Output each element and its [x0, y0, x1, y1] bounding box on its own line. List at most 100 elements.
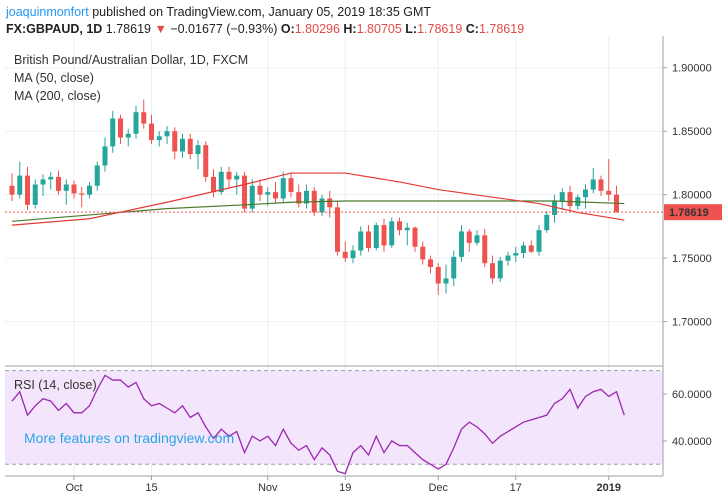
candle[interactable]	[32, 179, 38, 209]
candle[interactable]	[180, 133, 185, 158]
candle[interactable]	[56, 170, 61, 195]
candle-body	[304, 190, 309, 204]
candle[interactable]	[296, 184, 302, 208]
candle[interactable]	[420, 241, 426, 265]
candle[interactable]	[335, 201, 340, 256]
candle[interactable]	[40, 174, 46, 196]
candle[interactable]	[358, 226, 364, 256]
candle[interactable]	[141, 99, 147, 129]
candle[interactable]	[505, 251, 511, 266]
candle[interactable]	[102, 137, 108, 172]
candle[interactable]	[195, 140, 201, 170]
candle[interactable]	[366, 225, 371, 252]
candle[interactable]	[87, 181, 92, 199]
candle[interactable]	[428, 255, 433, 274]
candle[interactable]	[234, 171, 240, 195]
candle[interactable]	[404, 222, 410, 246]
price-axis[interactable]: 1.70000 1.75000 1.80000 1.85000 1.90000	[663, 63, 712, 329]
candle[interactable]	[94, 161, 100, 191]
rsi-axis[interactable]: 40.0000 60.0000	[663, 389, 712, 448]
candle-body	[71, 184, 77, 194]
legend-ma50[interactable]: MA (50, close)	[14, 71, 94, 85]
high-label: H:	[343, 22, 357, 36]
candle-body	[141, 112, 147, 124]
price-change: −0.01677 (−0.93%)	[170, 22, 278, 36]
candle[interactable]	[536, 225, 542, 256]
legend-ma200[interactable]: MA (200, close)	[14, 89, 101, 103]
candle[interactable]	[474, 230, 480, 246]
candle-body	[335, 207, 340, 252]
candle[interactable]	[17, 161, 23, 199]
candle-body	[536, 230, 542, 252]
candle[interactable]	[257, 179, 263, 201]
author-link[interactable]: joaquinmonfort	[6, 5, 89, 19]
candle[interactable]	[552, 194, 557, 223]
candle[interactable]	[381, 218, 387, 252]
candle[interactable]	[265, 187, 271, 207]
candle[interactable]	[187, 133, 193, 160]
candle[interactable]	[79, 187, 85, 208]
candle[interactable]	[172, 127, 178, 160]
candle-body	[606, 190, 612, 195]
candle[interactable]	[528, 240, 534, 254]
candle[interactable]	[614, 185, 619, 213]
candle-body	[110, 118, 116, 147]
candle[interactable]	[63, 179, 69, 205]
candle[interactable]	[435, 263, 441, 295]
candle[interactable]	[567, 185, 573, 212]
promo-link[interactable]: More features on tradingview.com	[24, 430, 234, 446]
candle[interactable]	[544, 211, 550, 233]
candle[interactable]	[373, 222, 379, 251]
candle[interactable]	[211, 169, 216, 198]
candle[interactable]	[9, 173, 15, 201]
candle[interactable]	[342, 241, 348, 262]
candle-body	[381, 225, 387, 246]
candle-body	[528, 245, 534, 252]
candle[interactable]	[71, 180, 77, 199]
candle[interactable]	[327, 190, 333, 218]
candle[interactable]	[389, 217, 395, 248]
candles[interactable]	[9, 99, 620, 295]
time-axis[interactable]: Oct 15 Nov 19 Dec 17 2019	[65, 476, 621, 494]
candle[interactable]	[443, 264, 449, 294]
candle-body	[358, 231, 364, 251]
candle[interactable]	[319, 194, 325, 217]
candle[interactable]	[125, 128, 131, 147]
candle[interactable]	[304, 184, 309, 209]
candle[interactable]	[280, 171, 286, 203]
candle[interactable]	[559, 188, 565, 210]
candle[interactable]	[48, 171, 54, 190]
candle[interactable]	[482, 228, 488, 267]
candle[interactable]	[156, 131, 162, 147]
candle[interactable]	[451, 250, 457, 287]
candle[interactable]	[583, 184, 588, 209]
price-tick-label: 1.90000	[672, 63, 712, 75]
candle[interactable]	[203, 141, 209, 182]
candle[interactable]	[249, 179, 255, 213]
candle[interactable]	[164, 126, 170, 144]
candle[interactable]	[521, 241, 526, 259]
candle[interactable]	[242, 171, 247, 213]
candle[interactable]	[490, 255, 495, 284]
candle[interactable]	[590, 168, 596, 194]
candle[interactable]	[497, 256, 503, 283]
candle[interactable]	[606, 159, 612, 201]
candle[interactable]	[288, 173, 294, 198]
candle[interactable]	[350, 245, 356, 264]
candle[interactable]	[397, 217, 402, 236]
candle[interactable]	[25, 166, 30, 210]
candle[interactable]	[118, 114, 123, 144]
candle-body	[435, 267, 441, 284]
candle[interactable]	[513, 246, 519, 262]
legend-rsi[interactable]: RSI (14, close)	[14, 378, 97, 392]
candle[interactable]	[226, 166, 232, 189]
candle[interactable]	[412, 226, 418, 252]
candle[interactable]	[273, 181, 278, 204]
candle[interactable]	[133, 105, 139, 139]
candle[interactable]	[598, 175, 604, 196]
candle[interactable]	[466, 228, 472, 252]
candle[interactable]	[110, 110, 116, 153]
candle[interactable]	[459, 225, 464, 262]
candle[interactable]	[149, 114, 154, 144]
